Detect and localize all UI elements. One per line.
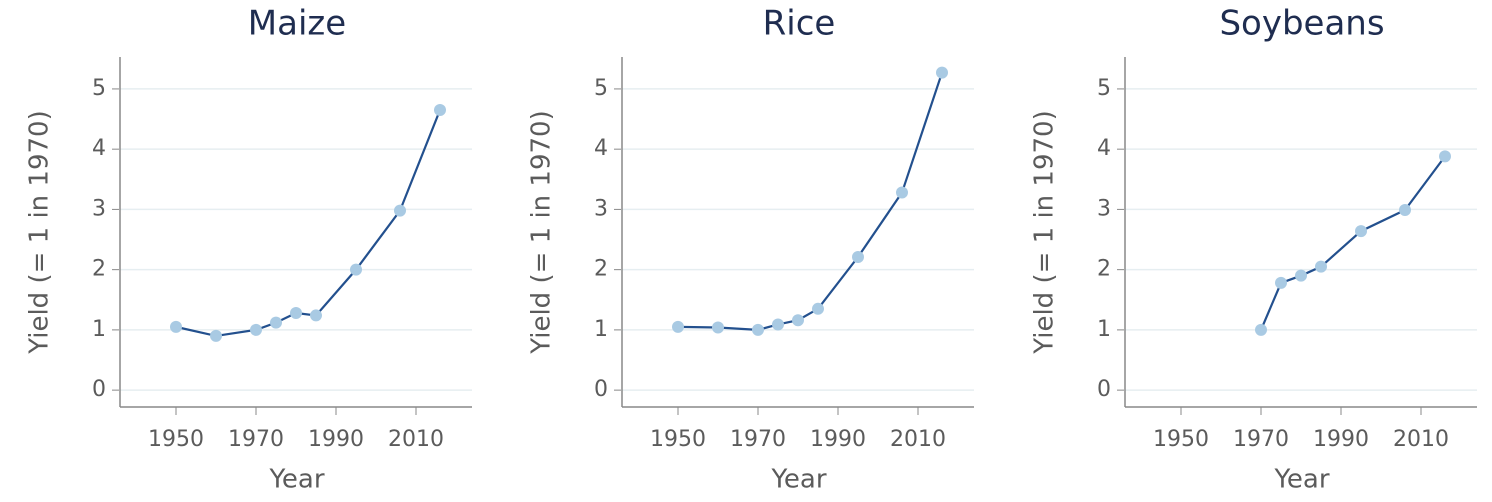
data-point xyxy=(250,323,262,336)
data-point xyxy=(170,320,182,333)
y-tick-label: 2 xyxy=(92,257,106,282)
y-tick-label: 5 xyxy=(92,76,106,101)
x-axis-label: Year xyxy=(770,465,826,495)
y-tick-label: 4 xyxy=(92,136,106,161)
y-tick-label: 0 xyxy=(92,377,106,402)
x-tick-label: 1970 xyxy=(1233,427,1289,452)
x-tick-label: 2010 xyxy=(890,427,946,452)
data-point xyxy=(772,318,784,331)
y-tick-label: 5 xyxy=(1097,76,1111,101)
chart-title: Maize xyxy=(248,4,346,44)
data-point xyxy=(1399,204,1411,217)
y-tick-label: 3 xyxy=(594,196,608,221)
data-point xyxy=(896,186,908,199)
series-line xyxy=(677,72,944,332)
y-tick-label: 3 xyxy=(92,196,106,221)
x-tick-label: 2010 xyxy=(388,427,444,452)
x-tick-label: 1970 xyxy=(228,427,284,452)
data-point xyxy=(712,321,724,334)
chart-title: Rice xyxy=(763,4,836,44)
data-point xyxy=(812,302,824,315)
series-line xyxy=(1259,155,1446,331)
data-point xyxy=(290,307,302,320)
y-tick-label: 1 xyxy=(92,317,106,342)
x-tick-label: 1970 xyxy=(730,427,786,452)
y-axis-label: Yield (= 1 in 1970) xyxy=(527,110,557,354)
data-point xyxy=(752,323,764,336)
y-axis-label: Yield (= 1 in 1970) xyxy=(25,110,55,354)
y-tick-label: 2 xyxy=(594,257,608,282)
y-tick-label: 4 xyxy=(594,136,608,161)
y-tick-label: 1 xyxy=(594,317,608,342)
y-tick-label: 5 xyxy=(594,76,608,101)
y-tick-label: 3 xyxy=(1097,196,1111,221)
data-point xyxy=(310,309,322,322)
data-point xyxy=(1295,269,1307,282)
data-point xyxy=(852,251,864,263)
data-point xyxy=(1275,276,1287,289)
data-point xyxy=(792,314,804,327)
x-axis-label: Year xyxy=(1273,465,1329,495)
x-tick-label: 1950 xyxy=(148,427,204,452)
x-tick-label: 1990 xyxy=(810,427,866,452)
y-tick-label: 0 xyxy=(594,377,608,402)
data-point xyxy=(270,316,282,329)
data-point xyxy=(210,329,222,342)
x-tick-label: 2010 xyxy=(1393,427,1449,452)
series-line xyxy=(175,109,442,338)
x-tick-label: 1990 xyxy=(1313,427,1369,452)
x-tick-label: 1990 xyxy=(308,427,364,452)
data-point xyxy=(394,204,406,217)
y-tick-label: 2 xyxy=(1097,257,1111,282)
data-point xyxy=(1315,260,1327,273)
x-axis-label: Year xyxy=(268,465,324,495)
data-point xyxy=(434,104,446,117)
y-tick-label: 4 xyxy=(1097,136,1111,161)
data-point xyxy=(936,66,948,79)
x-tick-label: 1950 xyxy=(1153,427,1209,452)
data-point xyxy=(1355,225,1367,238)
data-point xyxy=(1255,323,1267,336)
chart-title: Soybeans xyxy=(1219,4,1384,44)
y-tick-label: 0 xyxy=(1097,377,1111,402)
data-point xyxy=(350,263,362,276)
data-point xyxy=(1439,150,1451,163)
y-tick-label: 1 xyxy=(1097,317,1111,342)
x-tick-label: 1950 xyxy=(650,427,706,452)
y-axis-label: Yield (= 1 in 1970) xyxy=(1030,110,1060,354)
data-point xyxy=(672,320,684,333)
